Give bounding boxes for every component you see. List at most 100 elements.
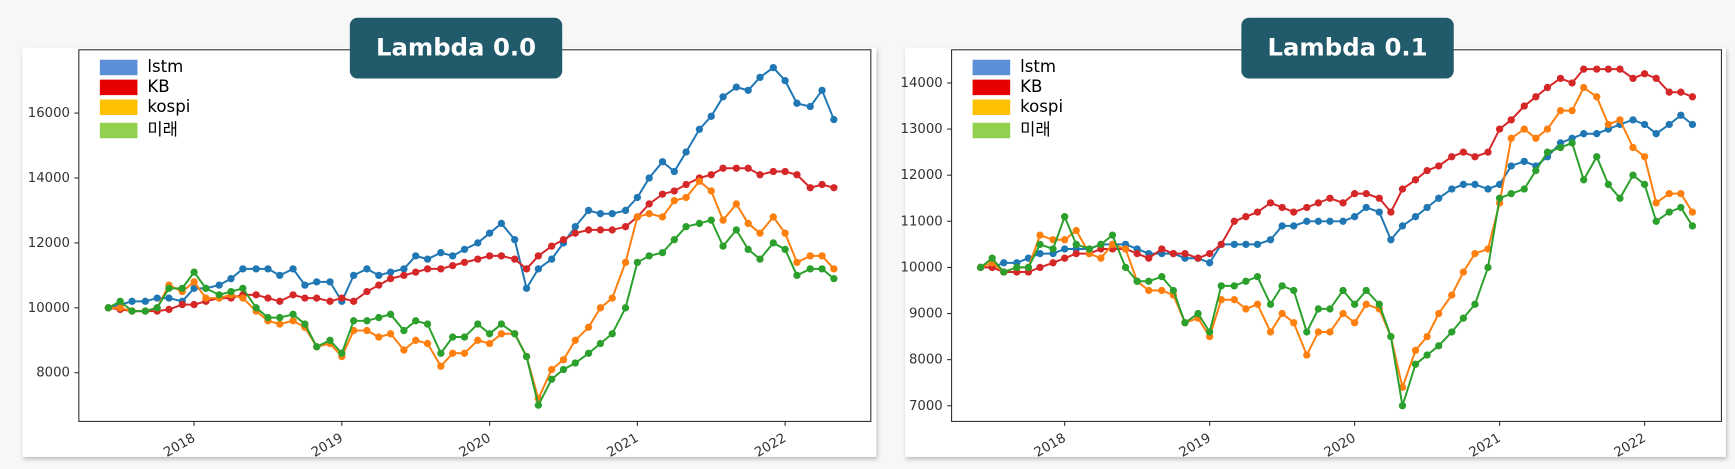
chart-title: Lambda 0.1 <box>1268 33 1428 62</box>
data-point <box>1411 360 1420 368</box>
data-point <box>1423 332 1431 341</box>
data-point <box>682 180 690 189</box>
data-point <box>1242 240 1250 249</box>
title-badge <box>349 17 563 79</box>
data-point <box>707 187 715 195</box>
data-point <box>474 336 482 344</box>
data-point <box>1423 166 1431 175</box>
data-point <box>1507 189 1515 198</box>
data-point <box>252 265 260 273</box>
data-point <box>548 255 556 263</box>
data-point <box>350 297 358 305</box>
data-point <box>1629 74 1637 83</box>
data-point <box>1677 88 1685 96</box>
data-point <box>707 112 715 120</box>
data-point <box>497 320 506 328</box>
data-point <box>621 304 630 312</box>
data-point <box>1629 116 1637 124</box>
data-point <box>375 333 383 341</box>
data-point <box>1532 93 1540 101</box>
data-point <box>1593 93 1601 101</box>
data-point <box>1543 148 1552 156</box>
data-point <box>363 287 371 296</box>
data-point <box>1230 240 1238 249</box>
data-point <box>1133 277 1141 285</box>
data-point <box>375 313 383 322</box>
data-point <box>1158 245 1166 253</box>
data-point <box>548 242 556 250</box>
y-tick-label: 16000 <box>28 106 70 121</box>
data-point <box>1350 319 1359 327</box>
data-point <box>1629 143 1637 152</box>
data-point <box>497 252 506 260</box>
data-point <box>1145 277 1153 285</box>
data-point <box>596 210 605 218</box>
data-point <box>1085 245 1093 253</box>
data-point <box>116 304 124 312</box>
data-point <box>1145 286 1153 295</box>
data-point <box>1532 134 1540 142</box>
data-point <box>621 206 630 215</box>
data-point <box>449 252 457 260</box>
data-point <box>1459 148 1468 156</box>
data-point <box>608 210 616 218</box>
y-tick-label: 7000 <box>909 399 943 414</box>
data-point <box>215 281 223 289</box>
y-tick-label: 10000 <box>28 301 70 316</box>
data-point <box>1362 203 1370 212</box>
data-point <box>1677 203 1685 212</box>
data-point <box>682 223 690 231</box>
y-tick-label: 14000 <box>28 171 70 186</box>
data-point <box>769 239 777 247</box>
title-badge <box>1241 17 1454 79</box>
data-point <box>1326 328 1334 336</box>
data-point <box>1253 208 1262 216</box>
y-tick-label: 10000 <box>901 260 943 275</box>
data-point <box>1435 309 1443 318</box>
data-point <box>1158 272 1166 281</box>
data-point <box>190 300 198 309</box>
data-point <box>190 278 198 286</box>
data-point <box>1495 194 1504 202</box>
data-point <box>141 307 149 315</box>
data-point <box>1484 185 1492 193</box>
data-point <box>596 339 605 348</box>
data-point <box>1217 282 1225 290</box>
data-point <box>386 274 395 283</box>
data-point <box>412 317 420 325</box>
legend-swatch <box>972 79 1011 96</box>
data-point <box>400 346 408 354</box>
data-point <box>1387 208 1395 216</box>
data-point <box>1000 259 1008 267</box>
data-point <box>1339 217 1347 225</box>
data-point <box>1266 300 1275 308</box>
data-point <box>1495 180 1504 189</box>
data-point <box>621 223 630 231</box>
data-point <box>165 284 173 293</box>
data-point <box>400 271 408 280</box>
y-tick-label: 12000 <box>28 236 70 251</box>
data-point <box>756 229 764 237</box>
data-point <box>449 333 457 341</box>
data-point <box>264 265 272 273</box>
data-point <box>485 252 494 260</box>
data-point <box>252 291 260 299</box>
data-point <box>1253 240 1262 249</box>
data-point <box>1435 194 1443 202</box>
data-point <box>1507 162 1515 170</box>
data-point <box>239 294 247 302</box>
data-point <box>313 343 321 351</box>
legend-swatch <box>972 59 1011 76</box>
data-point <box>1616 65 1624 73</box>
data-point <box>1507 134 1515 142</box>
data-point <box>1471 153 1479 161</box>
data-point <box>1266 236 1275 244</box>
data-point <box>141 297 149 305</box>
data-point <box>485 339 494 348</box>
data-point <box>511 330 519 338</box>
y-tick-label: 8000 <box>909 353 943 368</box>
data-point <box>769 213 777 221</box>
data-point <box>289 291 297 299</box>
